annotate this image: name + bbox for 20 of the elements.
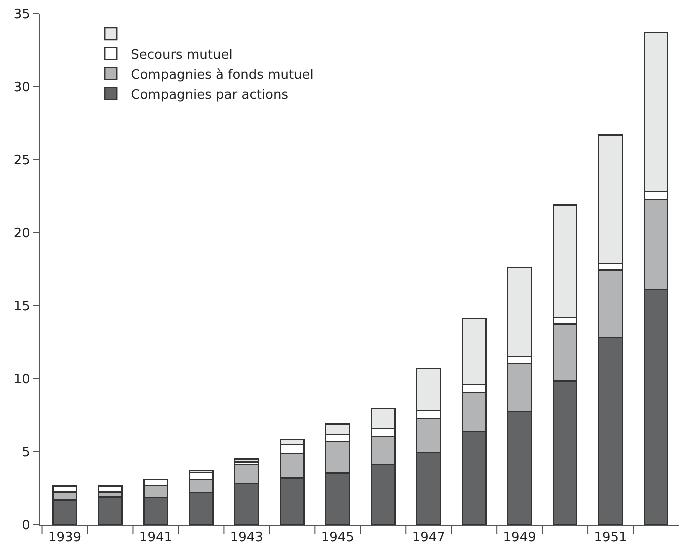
y-tick-label: 20 — [14, 226, 30, 242]
y-tick-label: 35 — [14, 8, 30, 23]
y-tick-label: 15 — [14, 300, 30, 315]
bar — [234, 458, 260, 463]
x-tick-label: 1949 — [503, 530, 536, 546]
bar — [98, 496, 123, 525]
y-tick-label: 25 — [14, 154, 30, 169]
x-tick-label: 1943 — [230, 530, 264, 546]
legend-label: Secours mutuel — [131, 48, 233, 64]
x-tick-label: 1947 — [412, 530, 446, 546]
y-tick-label: 0 — [22, 518, 30, 534]
x-tick-label: 1951 — [594, 530, 628, 546]
y-tick-label: 30 — [14, 80, 30, 96]
legend-label: Compagnies à fonds mutuel — [131, 68, 314, 83]
y-tick-label: 10 — [14, 372, 30, 388]
y-tick-label: 5 — [22, 446, 30, 461]
x-tick-label: 1939 — [48, 530, 82, 546]
x-tick-label: 1941 — [139, 530, 173, 546]
legend-label: Compagnies par actions — [131, 88, 289, 103]
x-tick-label: 1945 — [321, 530, 354, 546]
